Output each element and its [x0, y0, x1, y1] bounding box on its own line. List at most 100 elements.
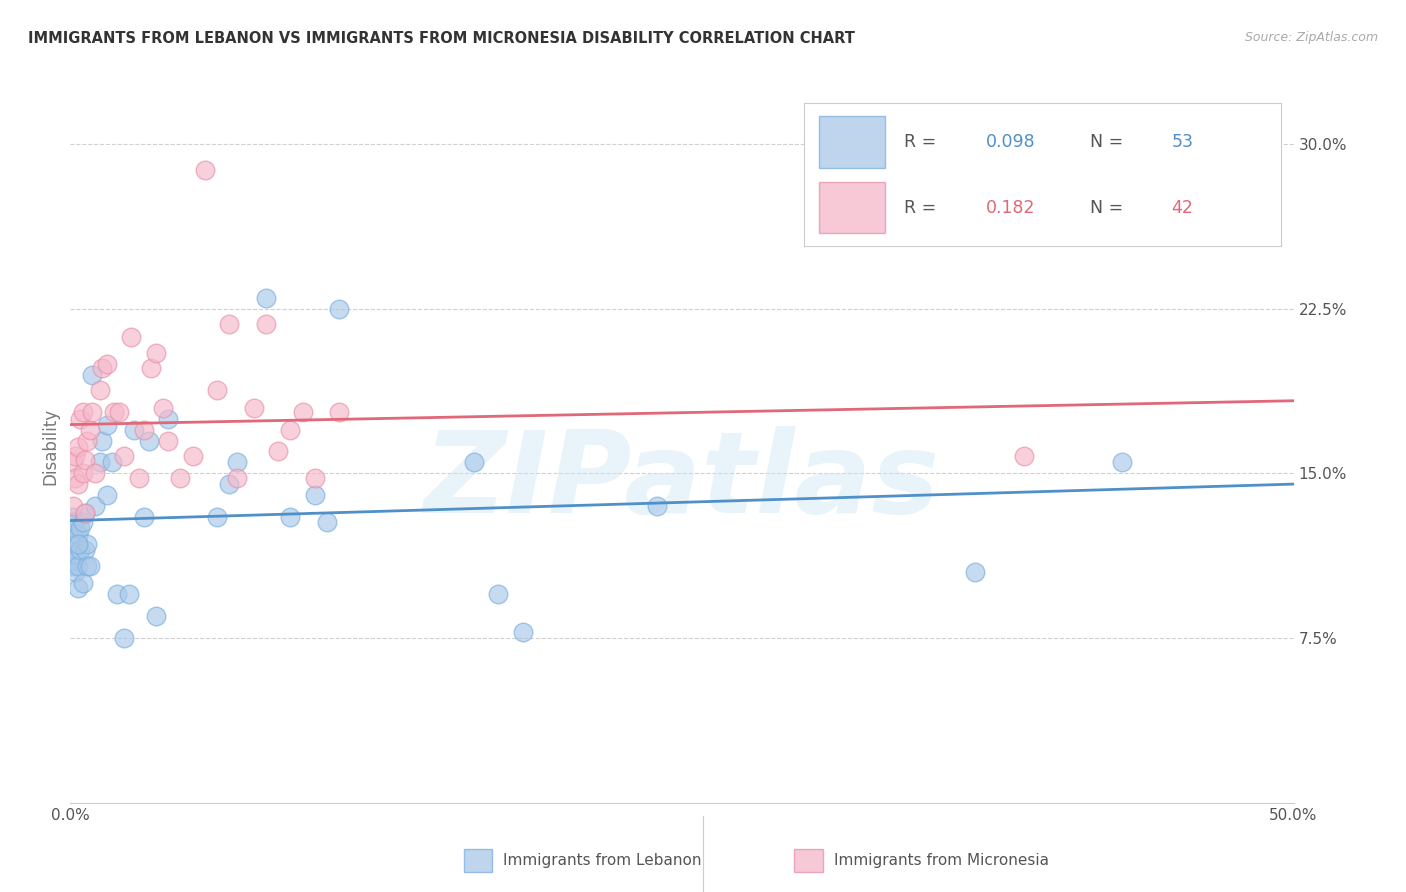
- Point: [73, 506, 96, 520]
- Point: [91, 361, 114, 376]
- Point: [122, 423, 145, 437]
- Point: [72, 405, 94, 419]
- Point: [254, 317, 277, 331]
- Point: [63, 533, 86, 547]
- Point: [157, 434, 180, 448]
- Point: [63, 554, 86, 568]
- Point: [328, 405, 350, 419]
- Point: [181, 449, 204, 463]
- Text: Immigrants from Lebanon: Immigrants from Lebanon: [503, 854, 702, 868]
- Point: [169, 471, 191, 485]
- Point: [139, 361, 162, 376]
- Point: [218, 477, 240, 491]
- Point: [63, 566, 86, 580]
- Point: [108, 405, 131, 419]
- Text: Source: ZipAtlas.com: Source: ZipAtlas.com: [1244, 31, 1378, 45]
- Point: [118, 587, 141, 601]
- Point: [291, 405, 314, 419]
- Point: [225, 471, 247, 485]
- Point: [96, 357, 118, 371]
- Point: [83, 467, 105, 481]
- Point: [103, 405, 125, 419]
- Point: [69, 411, 91, 425]
- Point: [76, 434, 98, 448]
- Point: [105, 587, 128, 601]
- Point: [72, 515, 94, 529]
- Point: [1111, 455, 1133, 469]
- Point: [328, 301, 350, 316]
- Point: [267, 444, 290, 458]
- Point: [121, 330, 143, 344]
- Point: [280, 510, 302, 524]
- Point: [965, 566, 987, 580]
- Point: [112, 449, 135, 463]
- Point: [194, 163, 217, 178]
- Point: [72, 576, 94, 591]
- Point: [66, 528, 89, 542]
- Point: [66, 440, 89, 454]
- Point: [63, 449, 86, 463]
- Point: [69, 521, 91, 535]
- Point: [89, 383, 111, 397]
- Point: [63, 521, 86, 535]
- Point: [62, 500, 84, 514]
- Point: [79, 423, 101, 437]
- Point: [463, 455, 485, 469]
- Point: [243, 401, 266, 415]
- Point: [488, 587, 510, 601]
- Point: [73, 543, 96, 558]
- Text: IMMIGRANTS FROM LEBANON VS IMMIGRANTS FROM MICRONESIA DISABILITY CORRELATION CHA: IMMIGRANTS FROM LEBANON VS IMMIGRANTS FR…: [28, 31, 855, 46]
- Point: [132, 510, 155, 524]
- Point: [69, 543, 91, 558]
- Point: [66, 558, 89, 573]
- Point: [66, 581, 89, 595]
- Point: [62, 543, 84, 558]
- Y-axis label: Disability: Disability: [41, 408, 59, 484]
- Point: [205, 510, 228, 524]
- Point: [254, 291, 277, 305]
- Point: [304, 488, 326, 502]
- Point: [83, 500, 105, 514]
- Point: [79, 558, 101, 573]
- Point: [316, 515, 339, 529]
- Point: [73, 506, 96, 520]
- Point: [62, 533, 84, 547]
- Point: [145, 345, 167, 359]
- Point: [205, 383, 228, 397]
- Point: [1014, 449, 1036, 463]
- Point: [280, 423, 302, 437]
- Point: [62, 510, 84, 524]
- Point: [132, 423, 155, 437]
- Point: [62, 515, 84, 529]
- Point: [647, 500, 669, 514]
- Point: [101, 455, 124, 469]
- Point: [91, 434, 114, 448]
- Point: [128, 471, 150, 485]
- Point: [66, 537, 89, 551]
- Point: [145, 609, 167, 624]
- Point: [138, 434, 160, 448]
- Point: [62, 558, 84, 573]
- Point: [62, 455, 84, 469]
- Point: [63, 548, 86, 562]
- Point: [89, 455, 111, 469]
- Point: [82, 405, 104, 419]
- Point: [82, 368, 104, 382]
- Point: [112, 631, 135, 645]
- Point: [66, 477, 89, 491]
- Point: [63, 471, 86, 485]
- Point: [76, 558, 98, 573]
- Text: Immigrants from Micronesia: Immigrants from Micronesia: [834, 854, 1049, 868]
- Point: [76, 537, 98, 551]
- Point: [96, 418, 118, 433]
- Point: [218, 317, 240, 331]
- Point: [66, 537, 89, 551]
- Point: [72, 467, 94, 481]
- Text: ZIPatlas: ZIPatlas: [423, 426, 941, 537]
- Point: [152, 401, 174, 415]
- Point: [512, 624, 534, 639]
- Point: [225, 455, 247, 469]
- Point: [96, 488, 118, 502]
- Point: [73, 453, 96, 467]
- Point: [157, 411, 180, 425]
